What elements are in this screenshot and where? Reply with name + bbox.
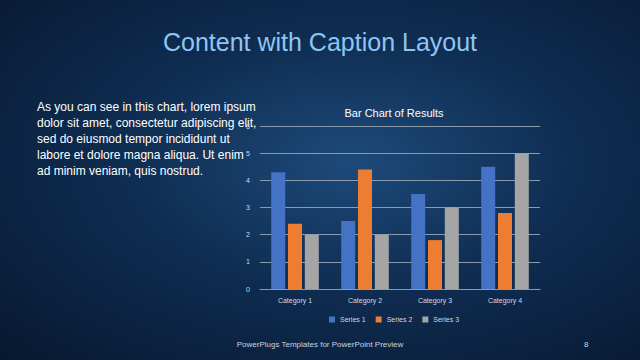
svg-text:Bar Chart of Results: Bar Chart of Results bbox=[344, 107, 444, 119]
svg-text:2: 2 bbox=[246, 231, 250, 238]
svg-text:Category 4: Category 4 bbox=[488, 297, 522, 305]
svg-text:Category 1: Category 1 bbox=[278, 297, 312, 305]
svg-text:Category 2: Category 2 bbox=[348, 297, 382, 305]
svg-text:5: 5 bbox=[246, 150, 250, 157]
svg-text:1: 1 bbox=[246, 258, 250, 265]
svg-text:0: 0 bbox=[246, 286, 250, 293]
svg-text:Series 1: Series 1 bbox=[340, 316, 366, 323]
svg-text:6: 6 bbox=[246, 123, 250, 130]
svg-text:3: 3 bbox=[246, 204, 250, 211]
svg-text:Category 3: Category 3 bbox=[418, 297, 452, 305]
svg-text:4: 4 bbox=[246, 177, 250, 184]
svg-text:Series 3: Series 3 bbox=[433, 316, 459, 323]
svg-text:Series 2: Series 2 bbox=[387, 316, 413, 323]
